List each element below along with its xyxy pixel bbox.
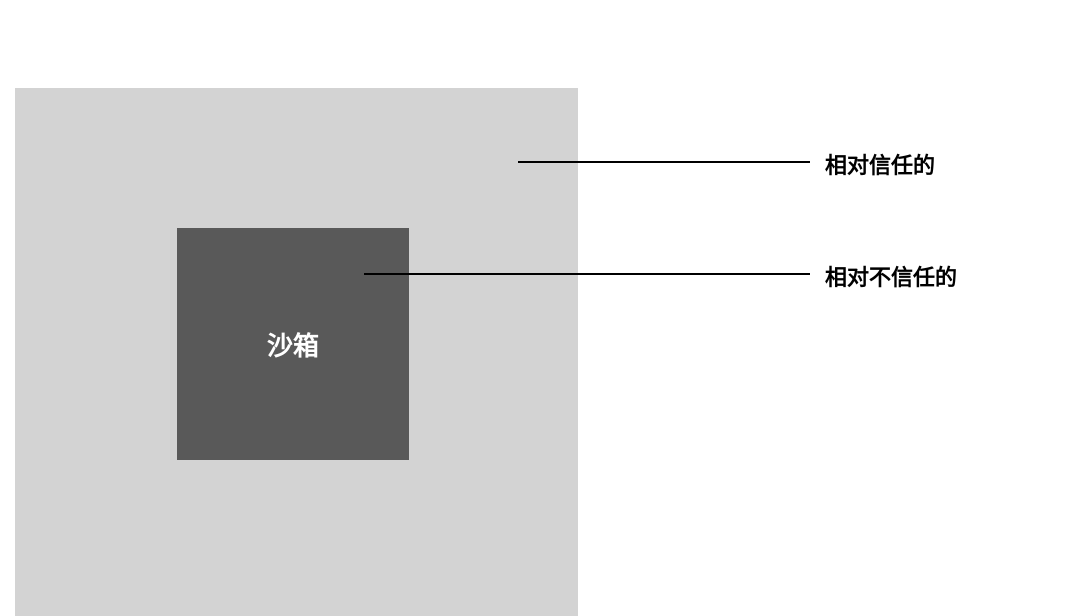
inner-annotation-label: 相对不信任的: [825, 260, 957, 292]
inner-connector-line: [364, 273, 810, 275]
inner-box-label: 沙箱: [267, 326, 319, 363]
outer-annotation-label: 相对信任的: [825, 148, 935, 180]
outer-connector-line: [518, 161, 810, 163]
inner-box: 沙箱: [177, 228, 409, 460]
